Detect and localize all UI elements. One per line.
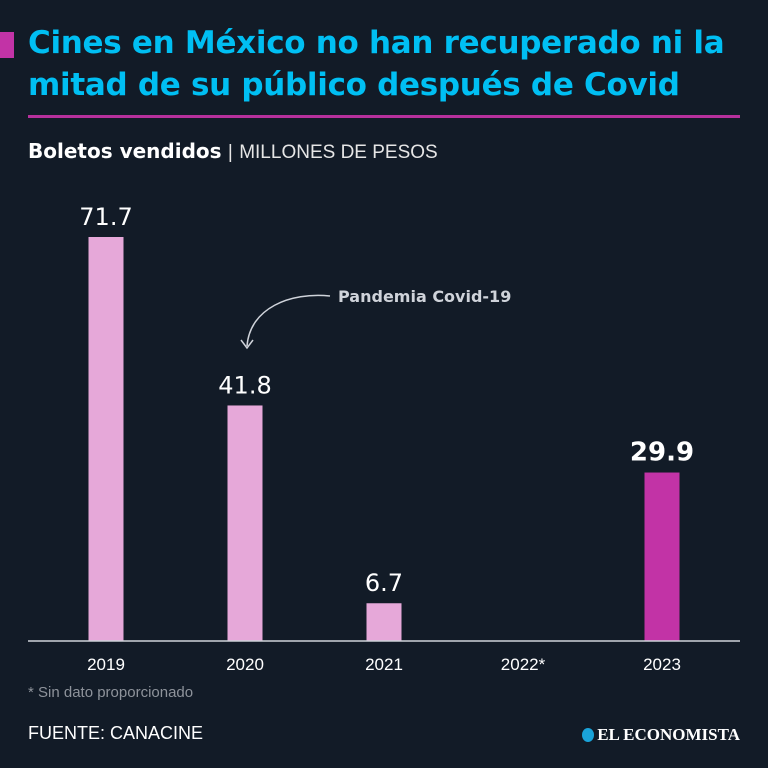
subtitle-unit: MILLONES DE PESOS [239,142,438,163]
subtitle-main: Boletos vendidos [28,139,222,163]
bar-2020 [227,405,263,641]
x-tick-label: 2022* [501,655,546,674]
chart-subtitle: Boletos vendidos | MILLONES DE PESOS [28,139,438,164]
arrowhead-icon [240,339,254,350]
subtitle-separator: | [227,142,233,163]
brand-logo: EL ECONOMISTA [582,725,740,745]
title-accent-bar [0,32,14,58]
value-label-2023: 29.9 [630,438,694,468]
globe-icon [582,728,595,742]
bar-2019 [88,237,124,641]
bar-2023 [644,472,680,641]
value-label-2021: 6.7 [365,569,403,597]
value-label-2020: 41.8 [218,371,271,399]
annotation-label: Pandemia Covid-19 [338,287,511,306]
title-divider [28,115,740,118]
value-label-2019: 71.7 [79,203,132,231]
source: FUENTE: CANACINE [28,723,204,743]
x-tick-label: 2020 [226,655,264,674]
annotation-arrow [246,294,331,347]
x-tick-label: 2019 [87,655,125,674]
brand-name: EL ECONOMISTA [597,725,740,744]
chart-title: Cines en México no han recuperado ni la … [28,25,725,103]
x-tick-label: 2023 [643,655,681,674]
footnote: * Sin dato proporcionado [28,684,194,701]
bar-2021 [366,603,402,641]
x-tick-label: 2021 [365,655,403,674]
